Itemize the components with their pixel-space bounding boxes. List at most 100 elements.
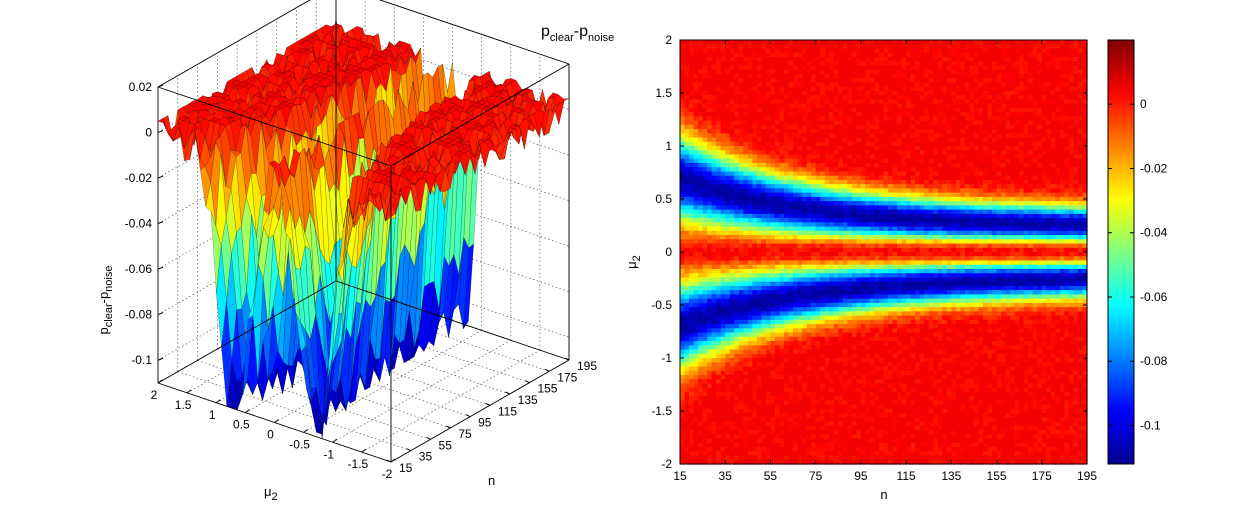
heatmap-cell — [707, 451, 713, 457]
heatmap-cell — [693, 73, 699, 79]
heatmap-cell — [815, 179, 821, 185]
heatmap-cell — [774, 379, 781, 385]
heatmap-cell — [765, 332, 772, 338]
heatmap-cell — [684, 184, 690, 189]
heatmap-cell — [820, 264, 826, 270]
heatmap-cell — [689, 141, 695, 147]
heatmap-cell — [779, 192, 785, 198]
surface-x-tick-label: 2 — [151, 388, 158, 402]
heatmap-cell — [820, 319, 826, 325]
heatmap-cell — [756, 324, 762, 329]
heatmap-cell — [734, 112, 740, 117]
heatmap-cell — [693, 86, 699, 92]
heatmap-cell — [806, 188, 812, 194]
heatmap-cell — [702, 226, 708, 232]
heatmap-cell — [802, 396, 808, 401]
heatmap-cell — [815, 302, 821, 308]
heatmap-cell — [770, 379, 776, 385]
heatmap-cell — [779, 366, 785, 372]
heatmap-cell — [743, 235, 749, 240]
heatmap-cell — [788, 124, 794, 130]
heatmap-cell — [765, 209, 772, 215]
heatmap-cell — [725, 285, 731, 291]
heatmap-cell — [693, 82, 699, 88]
heatmap-cell — [689, 264, 695, 270]
heatmap-cell — [765, 48, 772, 54]
heatmap-cell — [820, 179, 826, 185]
heatmap-cell — [702, 158, 708, 164]
heatmap-cell — [734, 196, 740, 202]
heatmap-cell — [716, 268, 722, 274]
heatmap-cell — [734, 116, 740, 122]
heatmap-cell — [689, 391, 695, 397]
heatmap-cell — [802, 162, 808, 168]
surface-x-tick-mark — [186, 389, 192, 394]
heatmap-cell — [820, 408, 826, 414]
heatmap-cell — [761, 133, 767, 139]
heatmap-cell — [811, 256, 817, 262]
heatmap-cell — [824, 103, 830, 109]
heatmap-cell — [747, 44, 753, 50]
heatmap-cell — [779, 44, 785, 50]
heatmap-cell — [788, 99, 794, 105]
heatmap-cell — [684, 141, 690, 147]
heatmap-cell — [711, 192, 717, 198]
heatmap-cell — [747, 171, 753, 177]
heatmap-cell — [725, 56, 731, 62]
heatmap-cell — [752, 366, 758, 372]
heatmap-cell — [761, 150, 767, 156]
heatmap-cell — [693, 358, 699, 363]
heatmap-cell — [765, 146, 772, 151]
heatmap-cell — [738, 455, 744, 461]
heatmap-cell — [815, 141, 821, 147]
heatmap-cell — [784, 192, 790, 198]
heatmap-cell — [752, 358, 758, 363]
heatmap-cell — [752, 158, 758, 164]
heatmap-cell — [738, 370, 744, 376]
heatmap-cell — [756, 442, 762, 448]
heatmap-cell — [702, 387, 708, 393]
heatmap-cell — [720, 358, 726, 363]
heatmap-cell — [820, 48, 826, 54]
heatmap-cell — [725, 252, 731, 257]
surface-y-tick-label: 95 — [478, 416, 492, 430]
heatmap-cell — [815, 400, 821, 406]
heatmap-cell — [747, 341, 753, 346]
heatmap-cell — [815, 362, 821, 368]
heatmap-cell — [738, 175, 744, 181]
heatmap-cell — [684, 247, 690, 253]
heatmap-cell — [716, 179, 722, 185]
heatmap-cell — [689, 205, 695, 211]
heatmap-cell — [788, 154, 794, 160]
heatmap-cell — [806, 90, 812, 96]
heatmap-cell — [729, 69, 735, 75]
heatmap-cell — [747, 205, 753, 211]
heatmap-cell — [756, 430, 762, 435]
heatmap-cell — [747, 396, 753, 401]
heatmap-cell — [761, 209, 767, 215]
heatmap-cell — [707, 103, 713, 109]
heatmap-cell — [802, 324, 808, 329]
heatmap-cell — [680, 391, 686, 397]
heatmap-cell — [729, 353, 735, 359]
heatmap-cell — [802, 167, 808, 173]
heatmap-cell — [738, 243, 744, 249]
heatmap-cell — [707, 391, 713, 397]
heatmap-cell — [729, 264, 735, 270]
heatmap-cell — [693, 154, 699, 160]
heatmap-cell — [738, 413, 744, 418]
heatmap-cell — [720, 154, 726, 160]
heatmap-cell — [788, 192, 794, 198]
heatmap-cell — [720, 391, 726, 397]
heatmap-cell — [680, 56, 686, 62]
heatmap-cell — [698, 112, 704, 117]
heatmap-cell — [747, 201, 753, 206]
heatmap-cell — [738, 162, 744, 168]
heatmap-cell — [702, 400, 708, 406]
heatmap-cell — [711, 52, 717, 58]
heatmap-cell — [743, 311, 749, 317]
heatmap-cell — [743, 69, 749, 75]
heatmap-cell — [824, 400, 830, 406]
heatmap-cell — [779, 137, 785, 143]
heatmap-cell — [693, 52, 699, 58]
